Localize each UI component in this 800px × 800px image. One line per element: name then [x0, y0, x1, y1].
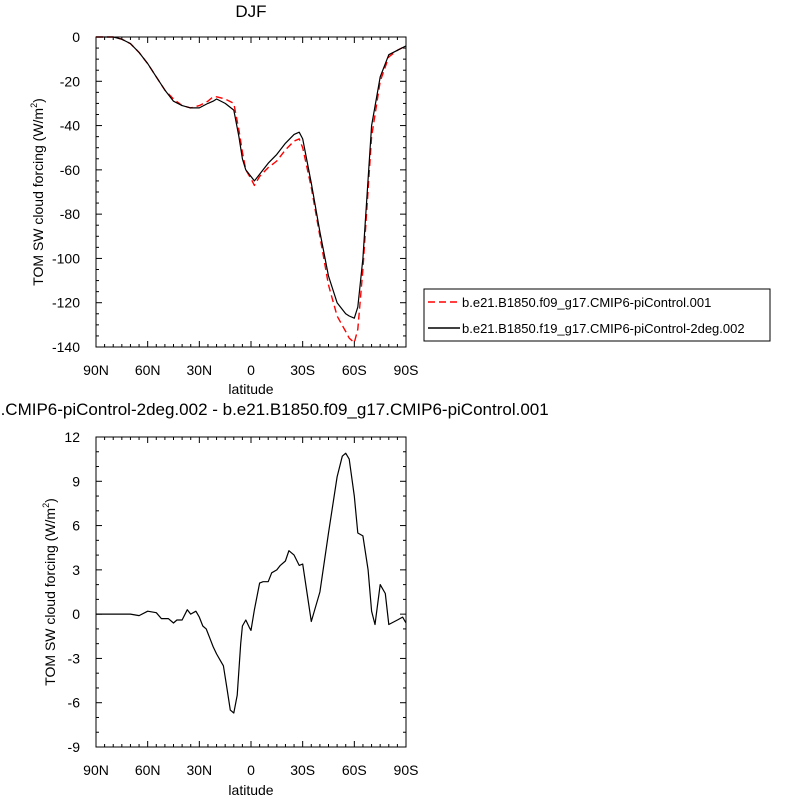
y-tick-label: -140	[52, 339, 80, 355]
x-tick-label: 0	[247, 762, 255, 778]
x-tick-label: 60N	[135, 362, 161, 378]
y-axis-label: TOM SW cloud forcing (W/m2)	[29, 98, 46, 286]
series-line-1	[96, 36, 407, 344]
chart-panel-2: 9_g17.CMIP6-piControl-2deg.002 - b.e21.B…	[0, 400, 549, 798]
y-tick-label: -20	[60, 73, 80, 89]
y-tick-label: 12	[64, 429, 80, 445]
chart-title: 9_g17.CMIP6-piControl-2deg.002 - b.e21.B…	[0, 400, 549, 419]
y-tick-label: 6	[72, 518, 80, 534]
x-tick-label: 60S	[342, 362, 367, 378]
x-tick-label: 90S	[394, 762, 419, 778]
x-tick-label: 90S	[394, 362, 419, 378]
series-line-2	[96, 36, 407, 319]
x-tick-label: 30N	[186, 362, 212, 378]
legend-box	[423, 288, 771, 342]
x-tick-label: 90N	[83, 762, 109, 778]
x-tick-label: 30S	[290, 362, 315, 378]
chart-title: DJF	[235, 2, 266, 21]
x-axis-label: latitude	[228, 381, 273, 397]
y-tick-label: 0	[72, 29, 80, 45]
chart-panel-1: DJF 90N 60N 30N 0 30S 60S 90S 0 -20 -40 -60 -80 -100 -…	[29, 2, 771, 397]
legend-label-1: b.e21.B1850.f09_g17.CMIP6-piControl.001	[462, 295, 711, 310]
x-axis-label: latitude	[228, 782, 273, 798]
y-tick-label: 9	[72, 473, 80, 489]
legend: b.e21.B1850.f09_g17.CMIP6-piControl.001b…	[423, 288, 771, 342]
x-tick-label: 60S	[342, 762, 367, 778]
y-tick-label: -80	[60, 206, 80, 222]
y-tick-label: -9	[68, 739, 81, 755]
y-axis-label: TOM SW cloud forcing (W/m2)	[41, 498, 58, 686]
y-tick-label: -40	[60, 118, 80, 134]
y-tick-label: -3	[68, 650, 81, 666]
series-line-1	[96, 452, 407, 714]
y-tick-label: -6	[68, 695, 81, 711]
y-tick-label: 0	[72, 606, 80, 622]
legend-label-2: b.e21.B1850.f19_g17.CMIP6-piControl-2deg…	[462, 321, 745, 336]
x-tick-label: 0	[247, 362, 255, 378]
x-tick-label: 30S	[290, 762, 315, 778]
y-tick-label: -100	[52, 250, 80, 266]
y-tick-label: -120	[52, 295, 80, 311]
plot-border	[95, 436, 407, 748]
x-tick-label: 60N	[135, 762, 161, 778]
x-tick-label: 30N	[186, 762, 212, 778]
y-tick-label: -60	[60, 162, 80, 178]
plot-border	[95, 36, 407, 348]
y-tick-label: 3	[72, 562, 80, 578]
x-tick-label: 90N	[83, 362, 109, 378]
